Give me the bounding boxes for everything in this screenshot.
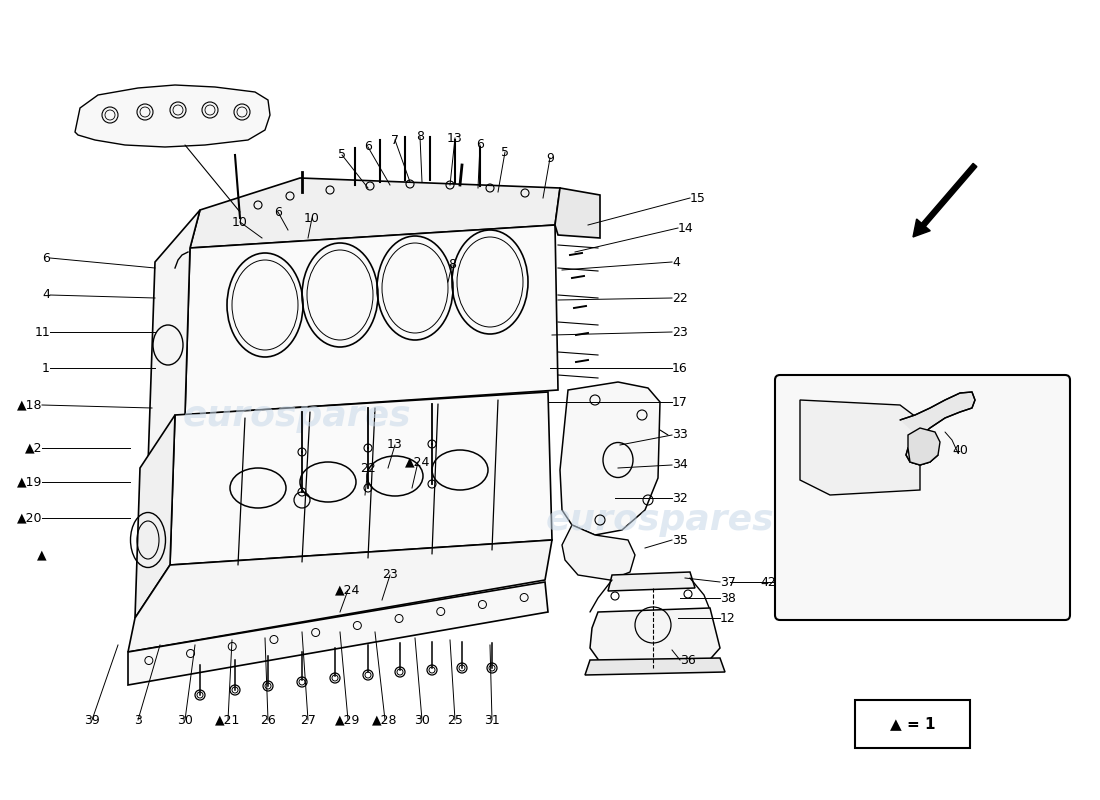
Text: 6: 6 — [274, 206, 282, 218]
Polygon shape — [170, 392, 552, 565]
Text: ▲24: ▲24 — [336, 583, 361, 597]
Text: 4: 4 — [672, 255, 680, 269]
Polygon shape — [608, 572, 695, 591]
Text: 34: 34 — [672, 458, 688, 471]
Text: 7: 7 — [390, 134, 399, 146]
Text: 8: 8 — [448, 258, 456, 271]
Text: 6: 6 — [476, 138, 484, 151]
Polygon shape — [128, 540, 552, 652]
Text: 13: 13 — [387, 438, 403, 451]
Text: 3: 3 — [134, 714, 142, 726]
Text: 38: 38 — [720, 591, 736, 605]
Text: eurospares: eurospares — [546, 503, 774, 537]
Text: 27: 27 — [300, 714, 316, 726]
Text: 9: 9 — [546, 151, 554, 165]
Text: 22: 22 — [360, 462, 376, 474]
Text: 23: 23 — [672, 326, 688, 338]
Text: ▲18: ▲18 — [16, 398, 42, 411]
Text: ▲: ▲ — [37, 549, 47, 562]
Text: 32: 32 — [672, 491, 688, 505]
Text: 13: 13 — [447, 131, 463, 145]
Text: 41: 41 — [790, 575, 805, 589]
Text: ▲2: ▲2 — [24, 442, 42, 454]
Text: 33: 33 — [672, 429, 688, 442]
Text: 22: 22 — [672, 291, 688, 305]
Text: 15: 15 — [690, 191, 706, 205]
Polygon shape — [585, 658, 725, 675]
Text: 39: 39 — [84, 714, 100, 726]
Polygon shape — [560, 382, 660, 535]
Text: 37: 37 — [720, 575, 736, 589]
Polygon shape — [590, 608, 720, 672]
Text: ▲29: ▲29 — [336, 714, 361, 726]
Text: 42: 42 — [760, 575, 775, 589]
Polygon shape — [75, 85, 270, 147]
Text: 23: 23 — [382, 569, 398, 582]
Text: 12: 12 — [720, 611, 736, 625]
Polygon shape — [135, 415, 175, 618]
Text: ▲21: ▲21 — [216, 714, 241, 726]
Text: 26: 26 — [260, 714, 276, 726]
FancyBboxPatch shape — [776, 375, 1070, 620]
Text: 8: 8 — [416, 130, 424, 143]
Text: 6: 6 — [364, 141, 372, 154]
Polygon shape — [900, 392, 975, 465]
Text: 30: 30 — [177, 714, 192, 726]
Text: 43: 43 — [820, 575, 836, 589]
Polygon shape — [908, 428, 940, 465]
Bar — [855, 700, 970, 748]
Polygon shape — [556, 188, 600, 238]
Text: 16: 16 — [672, 362, 688, 374]
Text: eurospares: eurospares — [183, 399, 411, 433]
Text: 31: 31 — [484, 714, 499, 726]
Text: 30: 30 — [414, 714, 430, 726]
Polygon shape — [190, 178, 560, 248]
Text: 10: 10 — [304, 211, 320, 225]
Polygon shape — [128, 582, 548, 685]
Polygon shape — [800, 400, 920, 495]
Text: ▲28: ▲28 — [372, 714, 398, 726]
Text: 5: 5 — [338, 149, 346, 162]
Text: 25: 25 — [447, 714, 463, 726]
Text: ▲24: ▲24 — [405, 455, 431, 469]
Text: ▲19: ▲19 — [16, 475, 42, 489]
Text: 4: 4 — [42, 289, 50, 302]
Polygon shape — [148, 210, 200, 465]
Polygon shape — [562, 525, 635, 580]
Text: 40: 40 — [953, 443, 968, 457]
Polygon shape — [185, 225, 558, 415]
Text: 17: 17 — [672, 395, 688, 409]
Text: 11: 11 — [34, 326, 50, 338]
Text: 6: 6 — [42, 251, 50, 265]
Text: ▲ = 1: ▲ = 1 — [890, 717, 935, 731]
FancyArrow shape — [913, 163, 977, 237]
Text: ▲20: ▲20 — [16, 511, 42, 525]
Text: 10: 10 — [232, 215, 248, 229]
Text: 35: 35 — [672, 534, 688, 546]
Text: 5: 5 — [500, 146, 509, 158]
Text: 36: 36 — [680, 654, 695, 666]
Text: 1: 1 — [42, 362, 50, 374]
Text: 14: 14 — [678, 222, 694, 234]
